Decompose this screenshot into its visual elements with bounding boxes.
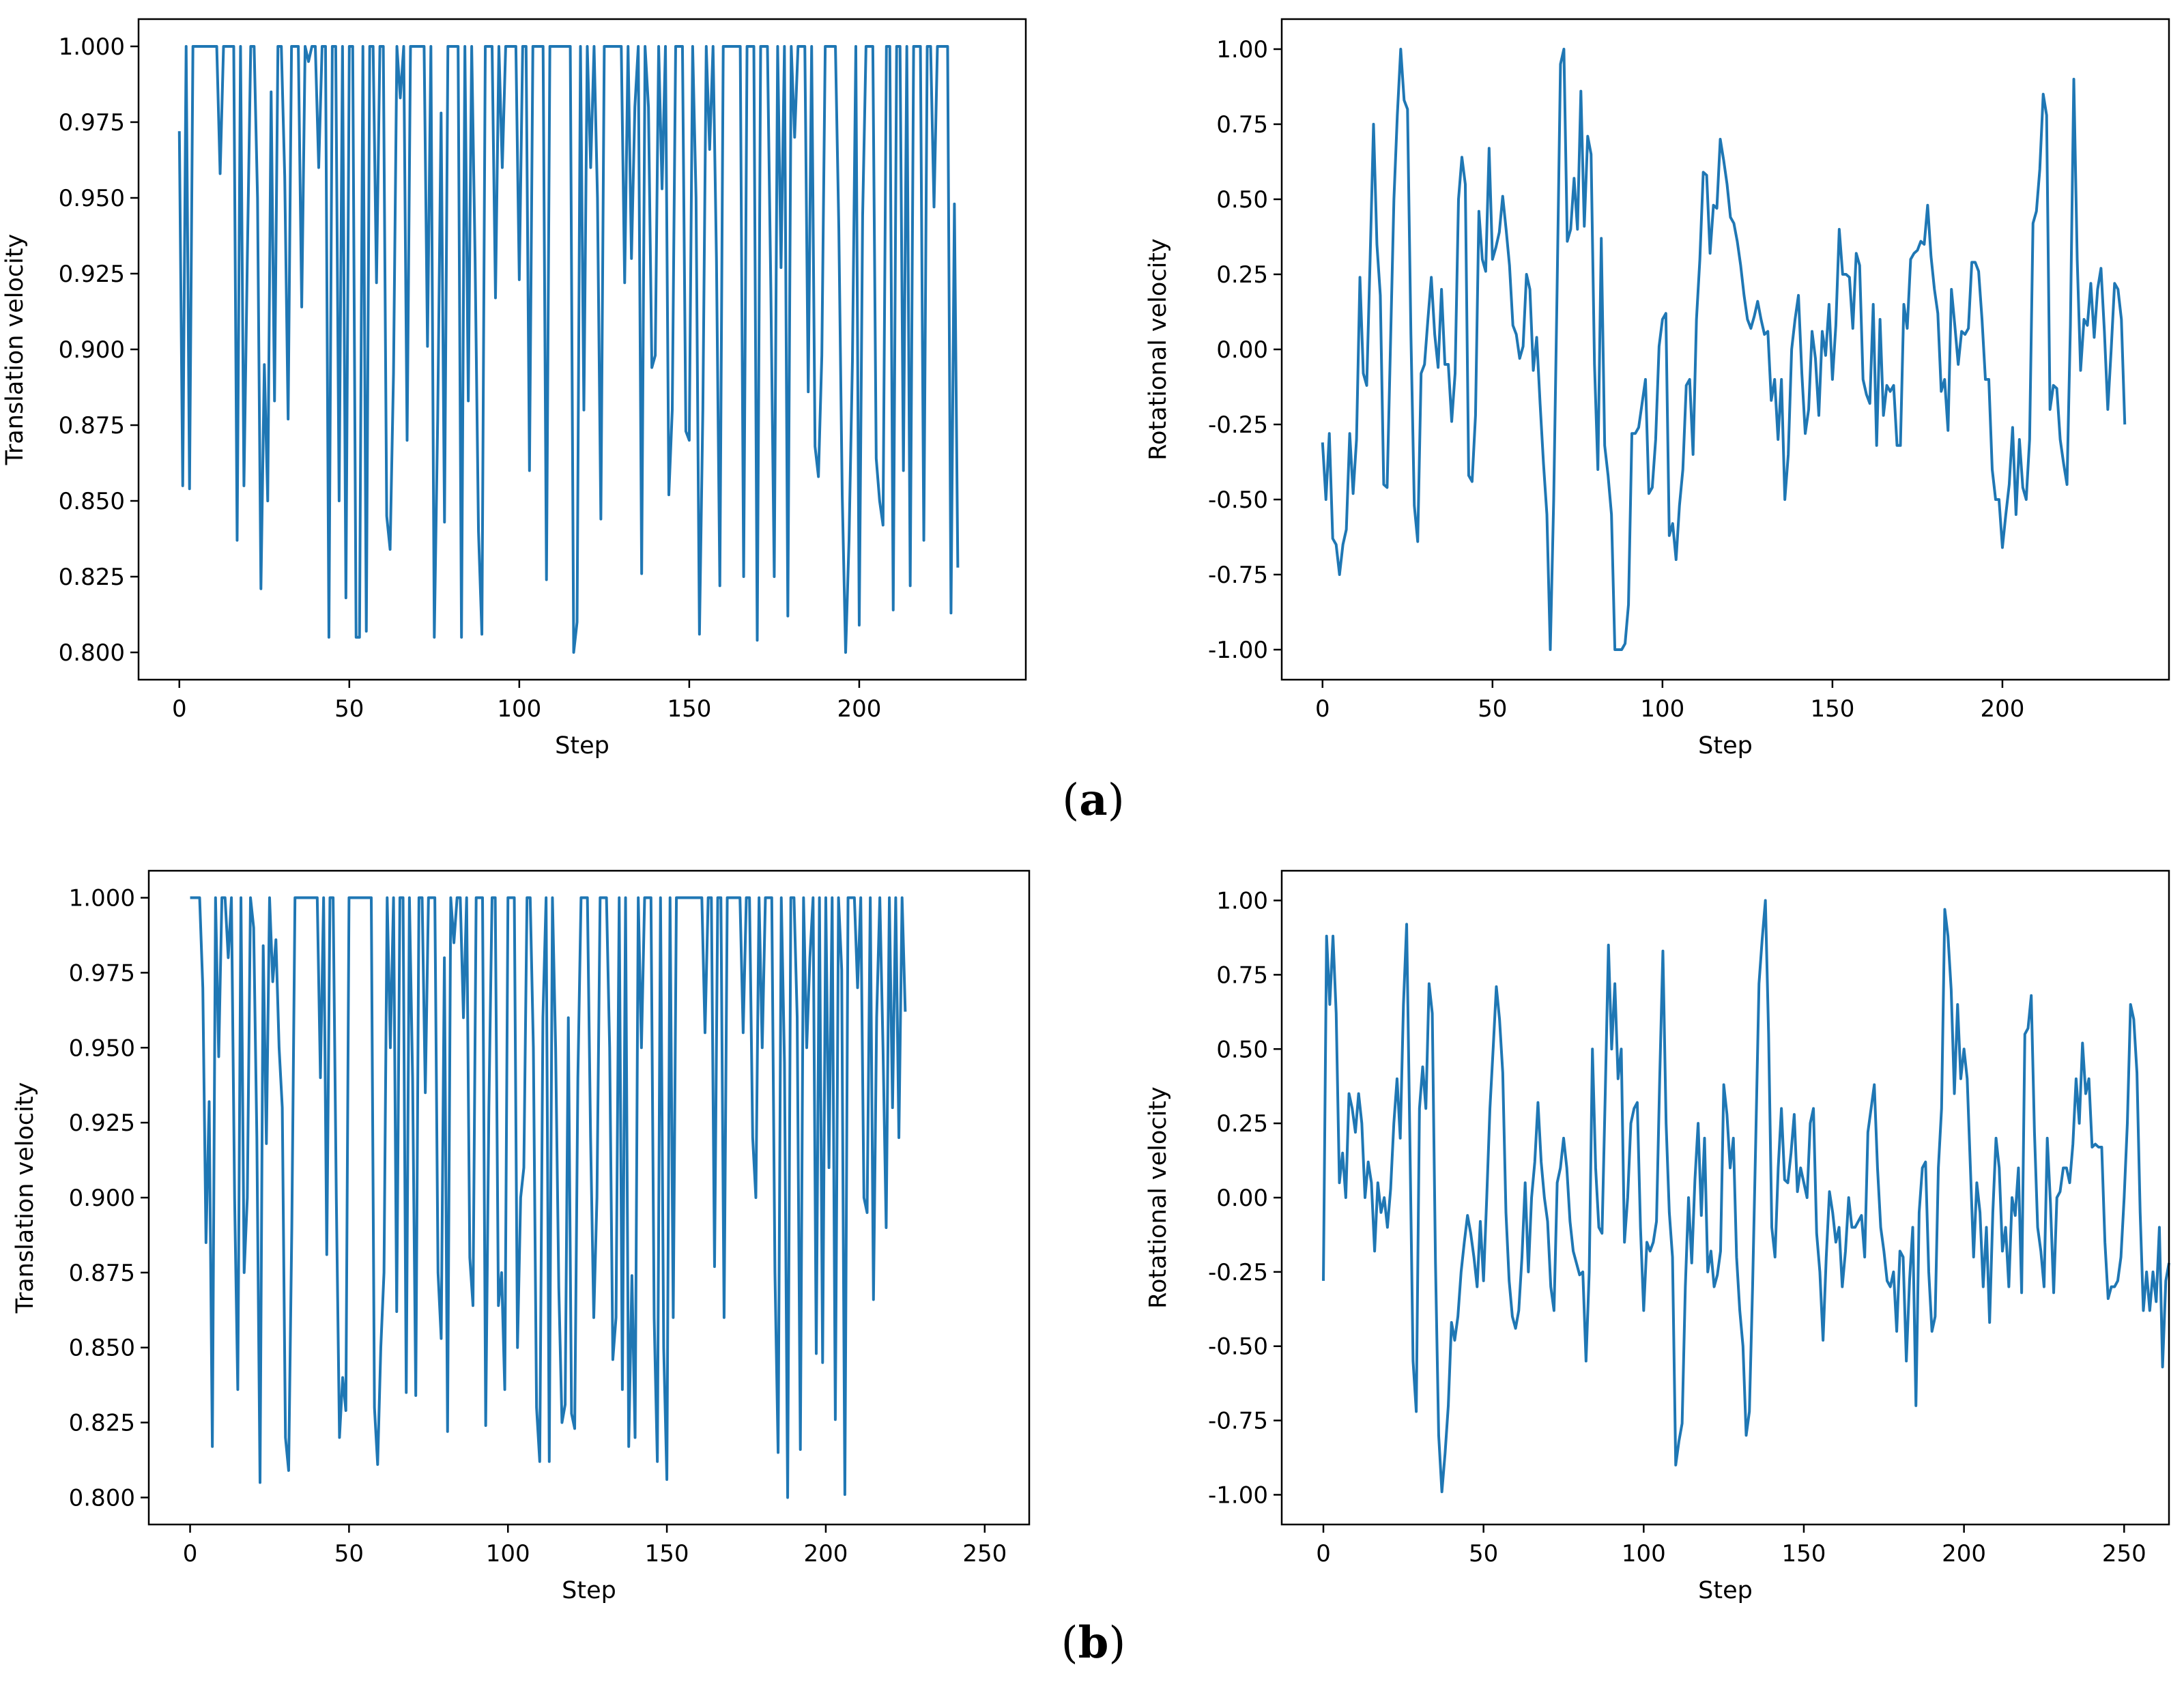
y-axis-label: Rotational velocity — [1145, 238, 1172, 460]
x-tick-label: 100 — [497, 695, 541, 723]
x-tick-label: 0 — [183, 1540, 198, 1567]
x-tick-label: 0 — [1315, 695, 1330, 723]
series-line-translation — [177, 44, 960, 654]
x-tick-label: 0 — [1316, 1540, 1331, 1567]
y-tick-label: 0.75 — [1216, 111, 1268, 139]
y-axis-label: Rotational velocity — [1145, 1086, 1172, 1308]
x-axis-label: Step — [562, 1577, 616, 1604]
y-tick-label: 0.925 — [69, 1110, 135, 1137]
x-axis-label: Step — [1698, 1577, 1753, 1604]
y-tick-label: 0.900 — [69, 1185, 135, 1212]
x-axis-label: Step — [1698, 732, 1753, 760]
y-tick-label: 0.875 — [59, 412, 125, 439]
x-tick-label: 200 — [1942, 1540, 1986, 1567]
y-tick-label: 0.25 — [1216, 261, 1268, 289]
x-axis-label: Step — [555, 732, 609, 760]
y-tick-label: 1.00 — [1216, 36, 1268, 63]
y-tick-label: -1.00 — [1208, 1482, 1268, 1509]
y-tick-label: 0.75 — [1216, 962, 1268, 989]
y-tick-label: 0.900 — [59, 336, 125, 364]
x-tick-label: 250 — [962, 1540, 1007, 1567]
x-tick-label: 100 — [1640, 695, 1684, 723]
panel-caption-a: (a) — [1062, 775, 1125, 826]
y-tick-label: 0.850 — [69, 1335, 135, 1362]
y-tick-label: 0.825 — [69, 1410, 135, 1437]
x-tick-label: 50 — [1478, 695, 1507, 723]
y-tick-label: 0.825 — [59, 564, 125, 591]
y-tick-label: 0.800 — [59, 639, 125, 667]
y-tick-label: -0.25 — [1208, 1259, 1268, 1286]
y-tick-label: -0.25 — [1208, 411, 1268, 439]
x-tick-label: 200 — [803, 1540, 848, 1567]
y-axis-label: Translation velocity — [1, 234, 29, 466]
y-tick-label: 0.950 — [69, 1035, 135, 1062]
y-tick-label: 0.00 — [1216, 336, 1268, 364]
x-tick-label: 200 — [1980, 695, 2024, 723]
y-tick-label: -1.00 — [1208, 637, 1268, 664]
y-tick-label: 1.000 — [59, 33, 125, 61]
y-tick-label: 0.925 — [59, 261, 125, 288]
y-tick-label: 0.800 — [69, 1484, 135, 1512]
y-tick-label: -0.75 — [1208, 562, 1268, 589]
x-tick-label: 0 — [172, 695, 187, 723]
axes-frame — [1280, 18, 2170, 681]
y-tick-label: 0.50 — [1216, 186, 1268, 214]
panel-caption-b: (b) — [1061, 1617, 1126, 1668]
x-tick-label: 100 — [1622, 1540, 1666, 1567]
y-tick-label: 1.000 — [69, 885, 135, 912]
x-tick-label: 50 — [334, 695, 364, 723]
y-tick-label: 0.875 — [69, 1260, 135, 1287]
x-tick-label: 200 — [837, 695, 881, 723]
x-tick-label: 100 — [486, 1540, 530, 1567]
series-line-translation — [190, 896, 907, 1499]
x-tick-label: 150 — [667, 695, 711, 723]
x-tick-label: 250 — [2102, 1540, 2146, 1567]
x-tick-label: 150 — [1810, 695, 1854, 723]
x-tick-label: 150 — [645, 1540, 689, 1567]
y-tick-label: -0.75 — [1208, 1408, 1268, 1435]
series-line-rotational — [1321, 48, 2127, 651]
chart-a-rotational: 0 50 100 150 200 -1.00 -0.75 -0.50 -0.25 0.00 0.25… — [1145, 18, 2170, 760]
x-tick-label: 50 — [334, 1540, 364, 1567]
series-line-rotational — [1322, 899, 2170, 1494]
y-tick-label: 0.950 — [59, 185, 125, 212]
y-tick-label: 0.975 — [59, 109, 125, 136]
y-tick-label: 1.00 — [1216, 888, 1268, 915]
y-tick-label: 0.25 — [1216, 1110, 1268, 1138]
x-tick-label: 150 — [1782, 1540, 1826, 1567]
y-tick-label: 0.975 — [69, 959, 135, 987]
y-axis-label: Translation velocity — [12, 1082, 39, 1314]
chart-a-translation: 0 50 100 150 200 0.800 0.825 0.850 0.875 0.900 0.9… — [1, 18, 1027, 760]
x-tick-label: 50 — [1469, 1540, 1498, 1567]
chart-b-rotational: 0 50 100 150 200 250 -1.00 -0.75 -0.50 -0.25 0.00 0… — [1145, 869, 2170, 1604]
y-tick-label: 0.850 — [59, 488, 125, 515]
y-tick-label: 0.00 — [1216, 1185, 1268, 1212]
y-tick-label: 0.50 — [1216, 1036, 1268, 1063]
chart-b-translation: 0 50 100 150 200 250 0.800 0.825 0.850 0.875 0.900… — [12, 869, 1031, 1604]
y-tick-label: -0.50 — [1208, 487, 1268, 514]
y-tick-label: -0.50 — [1208, 1333, 1268, 1361]
